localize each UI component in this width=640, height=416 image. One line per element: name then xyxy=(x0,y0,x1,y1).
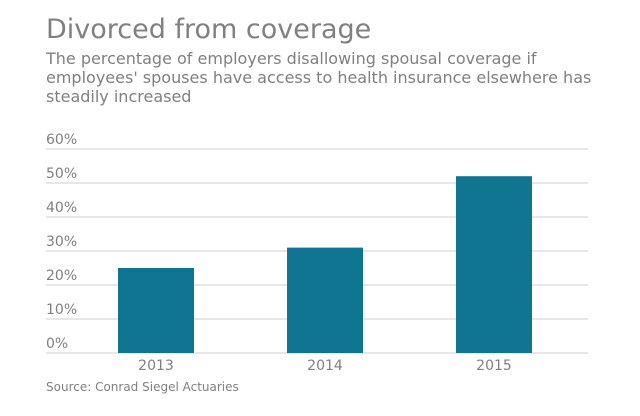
bar-2015 xyxy=(456,176,532,353)
source-note: Source: Conrad Siegel Actuaries xyxy=(46,380,239,394)
bars xyxy=(118,176,532,353)
chart-subtitle: The percentage of employers disallowing … xyxy=(46,49,592,106)
x-tick-label: 2014 xyxy=(307,358,343,374)
bar-2014 xyxy=(287,247,363,353)
x-axis-ticks: 2013 2014 2015 xyxy=(138,358,512,374)
x-tick-label: 2013 xyxy=(138,358,174,374)
y-tick-label: 30% xyxy=(46,234,77,250)
x-tick-label: 2015 xyxy=(476,358,512,374)
y-tick-label: 60% xyxy=(46,132,77,148)
y-tick-label: 0% xyxy=(46,336,68,352)
y-tick-label: 40% xyxy=(46,200,77,216)
y-tick-label: 20% xyxy=(46,268,77,284)
y-tick-label: 50% xyxy=(46,166,77,182)
bar-2013 xyxy=(118,268,194,353)
chart-title: Divorced from coverage xyxy=(46,14,372,45)
y-tick-label: 10% xyxy=(46,302,77,318)
y-axis-ticks: 0% 10% 20% 30% 40% 50% 60% xyxy=(46,132,77,352)
